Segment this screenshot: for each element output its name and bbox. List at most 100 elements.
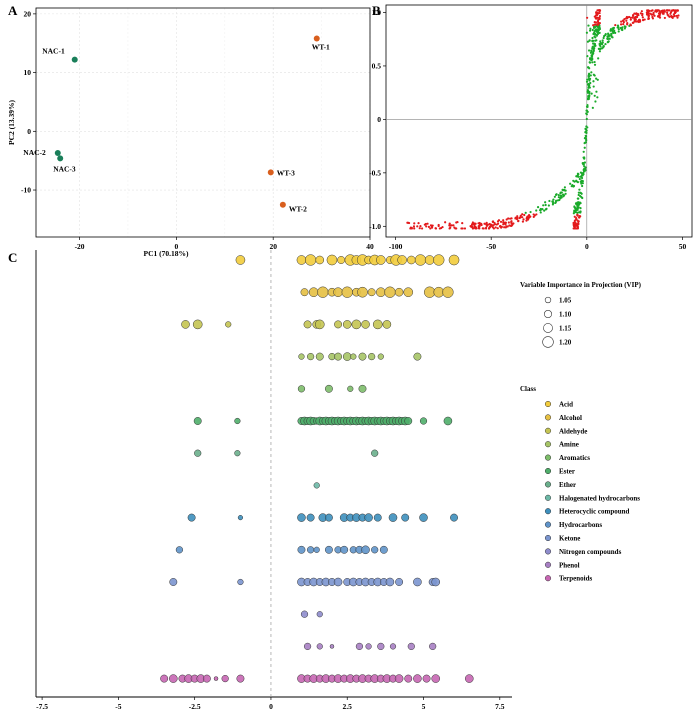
vip-point [395, 578, 404, 586]
loading-point [598, 14, 602, 18]
class-legend-label: Ester [559, 468, 575, 476]
y-tick-label: 10 [24, 68, 32, 77]
loading-point [641, 14, 644, 17]
loading-point [419, 224, 422, 228]
loading-point [647, 11, 650, 14]
sample-label: NAC-3 [53, 164, 76, 173]
size-legend-label: 1.20 [559, 339, 572, 347]
x-tick-label: 0 [269, 702, 273, 711]
loading-point [606, 35, 609, 38]
vip-point [313, 482, 320, 489]
loading-point [621, 28, 624, 32]
loading-point [572, 212, 575, 215]
loading-point [631, 21, 634, 24]
loading-point [492, 227, 495, 230]
vip-point [340, 545, 349, 554]
loading-point [552, 202, 555, 205]
loading-point [564, 189, 567, 192]
loading-point [492, 224, 495, 227]
vip-point [407, 255, 416, 265]
loading-point [577, 193, 580, 197]
loading-point [412, 225, 416, 228]
loading-point [475, 226, 478, 229]
plot-frame [35, 7, 371, 238]
loading-point [594, 26, 597, 29]
loading-point [596, 30, 600, 33]
loading-point [470, 225, 473, 228]
vip-point [365, 643, 372, 650]
loading-point [598, 50, 601, 53]
loading-point [523, 213, 526, 217]
vip-point [160, 674, 169, 683]
loading-point [631, 16, 634, 19]
loading-point [582, 163, 585, 166]
vip-point [355, 642, 364, 651]
loading-point [583, 165, 586, 168]
vip-point [324, 513, 333, 522]
loading-point [592, 24, 595, 27]
loading-point [576, 225, 579, 228]
loading-point [555, 193, 558, 196]
loading-point [485, 223, 488, 226]
loading-point [641, 19, 645, 22]
vip-point [296, 255, 307, 265]
vip-point [407, 642, 415, 651]
sample-label: NAC-1 [42, 47, 65, 56]
vip-point [234, 450, 241, 457]
vip-point [373, 513, 382, 522]
loading-point [677, 14, 680, 17]
loading-point [594, 14, 598, 17]
loading-point [536, 206, 540, 209]
loading-point [494, 226, 497, 229]
loading-point [622, 19, 625, 22]
loading-point [580, 172, 584, 175]
vip-point [413, 352, 422, 361]
loading-point [588, 91, 591, 95]
size-legend-label: 1.15 [559, 325, 572, 333]
loading-point [510, 224, 513, 228]
vip-point [342, 320, 352, 329]
loading-point [521, 216, 524, 219]
class-legend-label: Hydrocarbons [559, 521, 602, 529]
loading-point [673, 15, 676, 18]
vip-point [375, 287, 386, 298]
loading-point [525, 216, 529, 219]
loading-point [596, 9, 599, 12]
loading-point [453, 226, 456, 229]
loading-point [535, 209, 538, 212]
loading-point [647, 14, 650, 17]
loading-point [413, 222, 416, 225]
vip-point [213, 676, 219, 681]
loading-point [656, 15, 660, 18]
loading-point [596, 11, 600, 15]
loading-point [671, 16, 674, 19]
vip-point [429, 642, 437, 651]
vip-point [187, 513, 196, 522]
loading-point [595, 34, 599, 37]
loading-point [588, 79, 591, 82]
loading-point [595, 39, 598, 42]
loading-point [564, 192, 567, 195]
loading-point [547, 204, 550, 207]
vip-point [221, 674, 229, 683]
loading-point [620, 20, 623, 23]
loading-point [617, 28, 620, 31]
y-axis-label: PC2 (13.39%) [7, 100, 16, 145]
loading-point [569, 182, 572, 185]
loading-point [625, 15, 629, 19]
loading-point [586, 16, 589, 19]
vip-point [377, 642, 385, 651]
y-tick-label: -1.0 [369, 222, 381, 231]
class-legend-symbol [544, 561, 552, 568]
vip-point [347, 385, 354, 392]
loading-point [429, 227, 432, 230]
loading-point [586, 55, 589, 58]
class-legend-label: Aldehyde [559, 427, 587, 435]
loading-point [529, 215, 532, 218]
loading-point [635, 15, 639, 19]
loading-point [572, 179, 575, 182]
vip-point [433, 254, 445, 266]
loading-point [596, 32, 600, 36]
loading-point [580, 176, 584, 180]
loading-point [576, 172, 580, 175]
